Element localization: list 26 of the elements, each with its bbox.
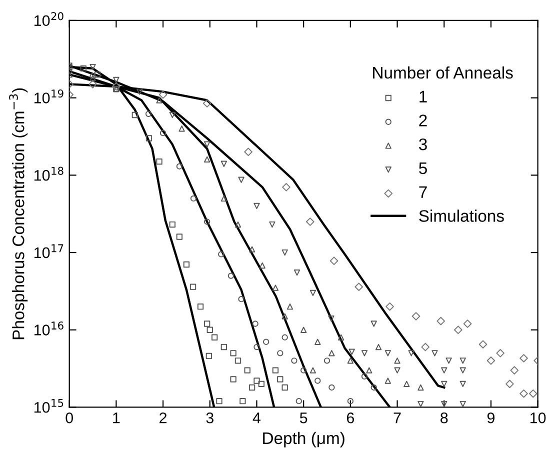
x-tick-label: 0 [66, 412, 73, 424]
legend-label: Simulations [419, 210, 504, 222]
x-tick-label: 7 [394, 412, 401, 424]
legend-label: 3 [419, 138, 427, 150]
x-tick-label: 2 [160, 412, 167, 424]
x-tick-label: 3 [206, 412, 214, 424]
legend-label: 1 [420, 90, 427, 102]
legend-title: Number of Anneals [373, 66, 513, 79]
y-tick-label: 10$^{16}$ [34, 322, 64, 336]
x-tick-label: 9 [487, 412, 494, 424]
x-tick-label: 5 [300, 412, 308, 424]
legend-label: 5 [419, 162, 427, 174]
y-tick-label: 10$^{15}$ [34, 399, 64, 413]
x-tick-label: 4 [252, 412, 261, 424]
y-tick-label: 10$^{18}$ [34, 166, 64, 181]
x-axis-title: Depth (μm) [263, 432, 344, 448]
y-tick-label: 10$^{20}$ [34, 12, 64, 26]
x-tick-label: 10 [530, 412, 546, 424]
y-tick-label: 10$^{19}$ [34, 89, 64, 104]
y-axis-title: Phosphorus Concentration (cm$^{−3}$) [9, 88, 28, 340]
y-tick-label: 10$^{17}$ [34, 244, 64, 258]
legend-label: 2 [419, 114, 427, 126]
x-tick-label: 1 [113, 412, 120, 424]
x-tick-label: 6 [346, 412, 354, 424]
x-tick-label: 8 [440, 412, 448, 424]
legend-label: 7 [419, 186, 427, 198]
